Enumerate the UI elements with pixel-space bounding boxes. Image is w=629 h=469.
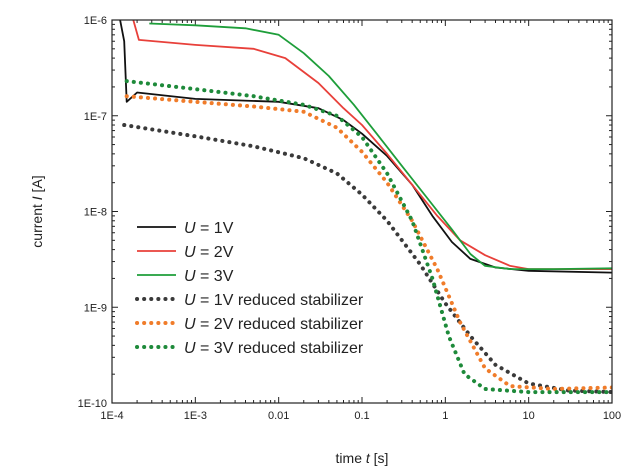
x-tick-label: 0.1 <box>354 410 369 422</box>
y-tick-label: 1E-7 <box>84 111 107 123</box>
legend-label-text: = 1V <box>196 220 234 237</box>
legend-label-6: U = 3V reduced stabilizer <box>184 340 364 357</box>
legend-label-1: U = 1V <box>184 220 234 237</box>
y-tick-label: 1E-6 <box>84 15 107 27</box>
x-tick-label: 100 <box>603 410 621 422</box>
ticks-layer: 1E-4 1E-3 0.01 0.1 1 10 100 1E-10 1E-9 1E-8 1E-7 1E… <box>78 15 622 422</box>
x-axis-label-symbol: t <box>366 450 371 466</box>
legend-label-symbol: U <box>184 268 196 285</box>
legend-label-3: U = 3V <box>184 268 234 285</box>
legend-label-text: = 2V reduced stabilizer <box>196 316 364 333</box>
x-axis-label-suffix: [s] <box>370 450 389 466</box>
legend-label-symbol: U <box>184 220 196 237</box>
y-tick-label: 1E-8 <box>84 207 107 219</box>
legend-label-2: U = 2V <box>184 244 234 261</box>
y-axis-label: current I [A] <box>29 175 45 247</box>
legend-label-symbol: U <box>184 316 196 333</box>
legend-label-text: = 2V <box>196 244 234 261</box>
x-tick-label: 10 <box>523 410 535 422</box>
series-line-2 <box>132 20 612 270</box>
legend-label-symbol: U <box>184 244 196 261</box>
series-line-3 <box>149 22 612 270</box>
y-tick-label: 1E-9 <box>84 302 107 314</box>
y-axis-label-prefix: current <box>29 200 45 247</box>
series-layer <box>119 20 612 395</box>
series-line-6 <box>124 79 612 395</box>
legend-label-symbol: U <box>184 292 196 309</box>
plot-frame <box>111 19 613 404</box>
legend-label-5: U = 2V reduced stabilizer <box>184 316 364 333</box>
x-axis-label-prefix: time <box>336 450 366 466</box>
x-axis-label: time t [s] <box>336 450 389 466</box>
x-tick-label: 1 <box>442 410 448 422</box>
legend-label-text: = 3V reduced stabilizer <box>196 340 364 357</box>
y-tick-label: 1E-10 <box>78 398 107 410</box>
legend-label-text: = 3V <box>196 268 234 285</box>
legend-label-text: = 1V reduced stabilizer <box>196 292 364 309</box>
series-line-5 <box>124 94 612 391</box>
y-axis-label-suffix: [A] <box>29 175 45 196</box>
legend: U = 1VU = 2VU = 3VU = 1V reduced stabili… <box>135 220 364 357</box>
y-axis-label-symbol: I <box>29 196 45 200</box>
legend-label-4: U = 1V reduced stabilizer <box>184 292 364 309</box>
legend-label-symbol: U <box>184 340 196 357</box>
x-tick-label: 1E-3 <box>184 410 207 422</box>
x-tick-label: 0.01 <box>268 410 289 422</box>
x-tick-label: 1E-4 <box>100 410 123 422</box>
